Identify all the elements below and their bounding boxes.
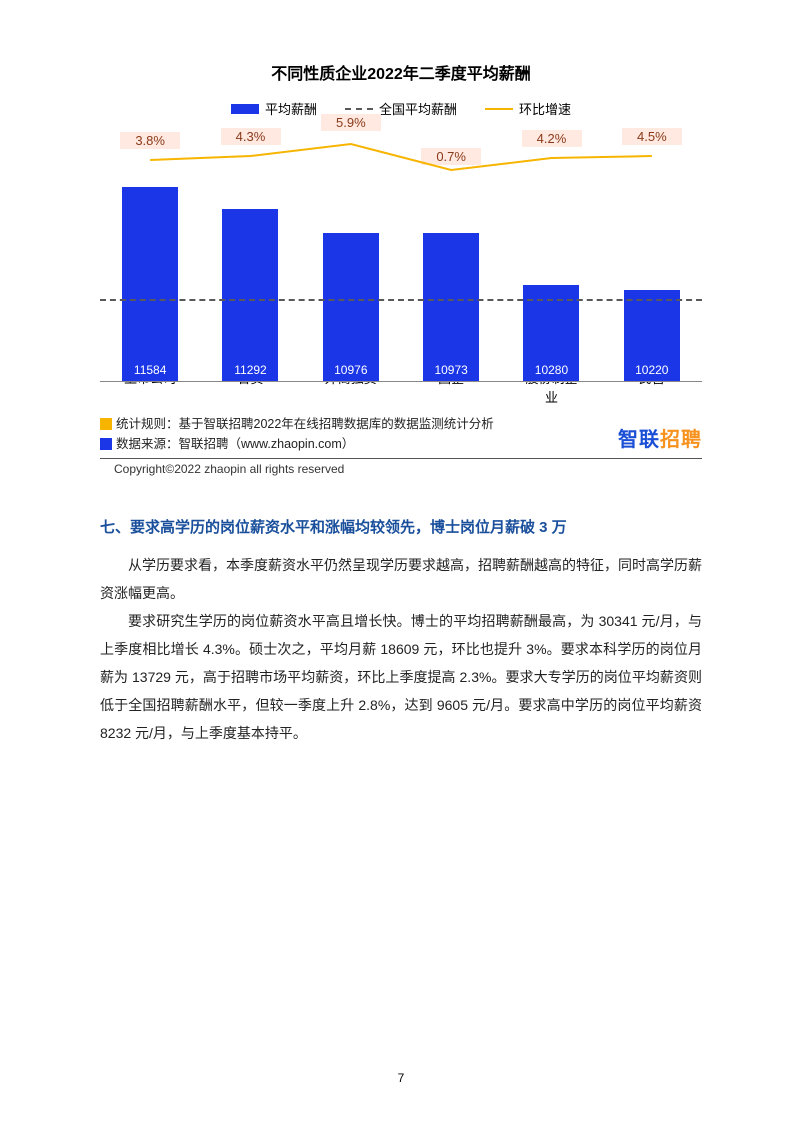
bar: 10973 bbox=[423, 233, 479, 381]
source-data-line: 数据来源：智联招聘（www.zhaopin.com） bbox=[100, 434, 702, 454]
page-number: 7 bbox=[0, 1071, 802, 1085]
legend-swatch-dash bbox=[345, 108, 373, 110]
chart-container: 不同性质企业2022年二季度平均薪酬 平均薪酬 全国平均薪酬 环比增速 3.8%… bbox=[100, 60, 702, 476]
growth-label-row: 3.8%4.3%5.9%0.7%4.2%4.5% bbox=[100, 126, 702, 156]
national-avg-dashline bbox=[100, 299, 702, 301]
bar-wrap: 11292 bbox=[220, 209, 280, 381]
bar: 11584 bbox=[122, 187, 178, 381]
body-paragraph: 要求研究生学历的岗位薪资水平高且增长快。博士的平均招聘薪酬最高，为 30341 … bbox=[100, 607, 702, 747]
body-paragraph: 从学历要求看，本季度薪资水平仍然呈现学历要求越高，招聘薪酬越高的特征，同时高学历… bbox=[100, 551, 702, 607]
bar-wrap: 10976 bbox=[321, 233, 381, 381]
bars-area: 115841129210976109731028010220 bbox=[100, 172, 702, 382]
bar: 11292 bbox=[222, 209, 278, 381]
chart-source-box: 统计规则：基于智联招聘2022年在线招聘数据库的数据监测统计分析 数据来源：智联… bbox=[100, 414, 702, 459]
brand-logo-char: 联 bbox=[639, 429, 660, 451]
legend-swatch-bar bbox=[231, 104, 259, 114]
growth-label: 4.2% bbox=[522, 130, 582, 147]
source-rule-line: 统计规则：基于智联招聘2022年在线招聘数据库的数据监测统计分析 bbox=[100, 414, 702, 434]
brand-logo-char: 智 bbox=[618, 429, 639, 451]
legend-swatch-line bbox=[485, 108, 513, 110]
bar: 10220 bbox=[624, 290, 680, 382]
section-heading: 七、要求高学历的岗位薪资水平和涨幅均较领先，博士岗位月薪破 3 万 bbox=[100, 516, 702, 537]
legend-label: 平均薪酬 bbox=[265, 99, 317, 118]
bar: 10976 bbox=[323, 233, 379, 381]
brand-logo-char: 招 bbox=[660, 429, 681, 451]
legend-label: 全国平均薪酬 bbox=[379, 99, 457, 118]
brand-logo-char: 聘 bbox=[681, 429, 702, 451]
growth-label: 4.5% bbox=[622, 128, 682, 145]
chart-plot: 3.8%4.3%5.9%0.7%4.2%4.5% 115841129210976… bbox=[100, 126, 702, 406]
growth-label: 3.8% bbox=[120, 132, 180, 149]
legend-item-avg-salary: 平均薪酬 bbox=[231, 99, 317, 118]
growth-label: 0.7% bbox=[421, 148, 481, 165]
growth-label: 4.3% bbox=[221, 128, 281, 145]
chart-legend: 平均薪酬 全国平均薪酬 环比增速 bbox=[100, 99, 702, 118]
bar-wrap: 11584 bbox=[120, 187, 180, 381]
source-rule-text: 统计规则：基于智联招聘2022年在线招聘数据库的数据监测统计分析 bbox=[116, 414, 494, 434]
legend-item-growth: 环比增速 bbox=[485, 99, 571, 118]
source-data-text: 数据来源：智联招聘（www.zhaopin.com） bbox=[116, 434, 354, 454]
brand-logo: 智联招聘 bbox=[618, 423, 702, 452]
bar-wrap: 10220 bbox=[622, 290, 682, 382]
growth-label: 5.9% bbox=[321, 114, 381, 131]
copyright-text: Copyright©2022 zhaopin all rights reserv… bbox=[114, 462, 702, 476]
bar-wrap: 10973 bbox=[421, 233, 481, 381]
source-data-swatch bbox=[100, 438, 112, 450]
chart-title: 不同性质企业2022年二季度平均薪酬 bbox=[100, 60, 702, 84]
source-rule-swatch bbox=[100, 418, 112, 430]
legend-label: 环比增速 bbox=[519, 99, 571, 118]
